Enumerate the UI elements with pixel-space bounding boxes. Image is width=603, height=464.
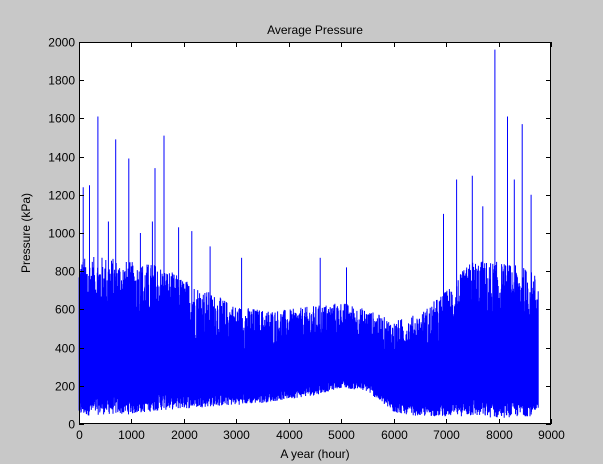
y-tick-label: 1000 <box>48 227 75 241</box>
x-tick-label: 9000 <box>538 428 565 442</box>
y-axis-label: Pressure (kPa) <box>19 193 33 273</box>
x-tick-label: 1000 <box>118 428 145 442</box>
x-tick-label: 4000 <box>276 428 303 442</box>
y-tick-label: 0 <box>68 418 75 432</box>
y-tick-label: 2000 <box>48 36 75 50</box>
y-tick-label: 1200 <box>48 189 75 203</box>
y-tick-label: 1400 <box>48 151 75 165</box>
axis-layer: 0 1000 2000 3000 4000 5000 6000 7000 8000 9000 0 20… <box>48 36 565 443</box>
y-tick-label: 800 <box>55 265 75 279</box>
x-tick-label: 7000 <box>433 428 460 442</box>
y-tick-label: 200 <box>55 380 75 394</box>
series-layer <box>78 49 539 418</box>
x-axis-label: A year (hour) <box>280 447 349 461</box>
series-line <box>78 256 539 418</box>
y-tick-label: 400 <box>55 342 75 356</box>
chart-title: Average Pressure <box>267 23 363 37</box>
x-tick-label: 2000 <box>171 428 198 442</box>
x-tick-label: 5000 <box>328 428 355 442</box>
x-tick-label: 8000 <box>486 428 513 442</box>
x-tick-label: 6000 <box>381 428 408 442</box>
y-tick-label: 1800 <box>48 74 75 88</box>
x-tick-label: 3000 <box>223 428 250 442</box>
x-tick-label: 0 <box>76 428 83 442</box>
y-tick-label: 1600 <box>48 112 75 126</box>
y-tick-label: 600 <box>55 303 75 317</box>
